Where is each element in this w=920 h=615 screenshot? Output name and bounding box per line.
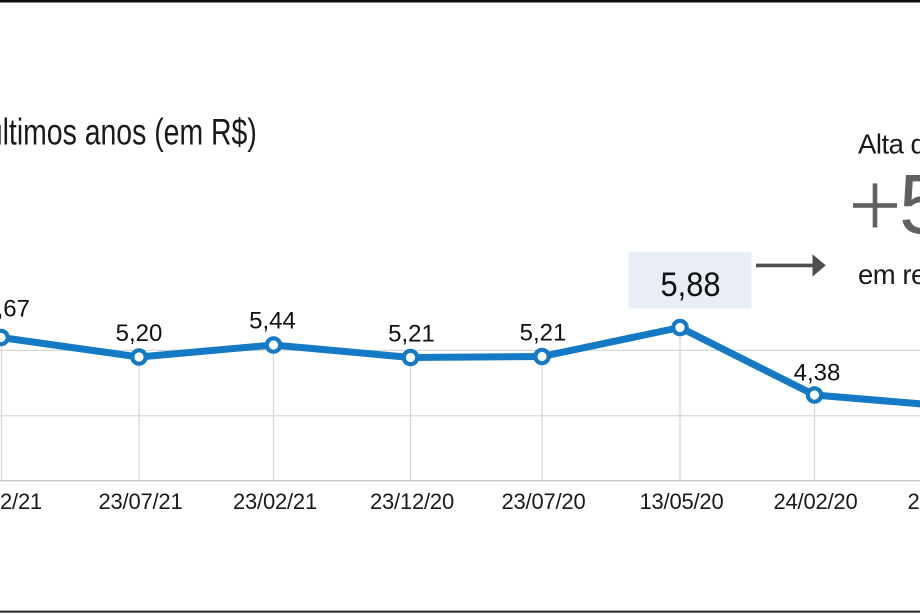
svg-text:5,20: 5,20 bbox=[116, 320, 163, 347]
svg-text:23/07/21: 23/07/21 bbox=[98, 489, 182, 514]
svg-text:24/02/20: 24/02/20 bbox=[773, 489, 857, 514]
svg-text:23/02/21: 23/02/21 bbox=[233, 489, 317, 514]
svg-text:13/05/20: 13/05/20 bbox=[639, 489, 723, 514]
svg-text:5,88: 5,88 bbox=[661, 266, 721, 304]
svg-text:5: 5 bbox=[899, 157, 920, 251]
svg-text:4,38: 4,38 bbox=[794, 359, 841, 386]
svg-text:5,44: 5,44 bbox=[249, 308, 296, 335]
svg-text:23/12/21: 23/12/21 bbox=[0, 489, 42, 514]
svg-text:Alta de 30%: Alta de 30% bbox=[858, 129, 920, 160]
svg-text:23/07/20: 23/07/20 bbox=[501, 489, 585, 514]
svg-text:5,21: 5,21 bbox=[388, 321, 435, 348]
svg-text:últimos anos (em R$): últimos anos (em R$) bbox=[0, 112, 257, 153]
svg-text:23/12/20: 23/12/20 bbox=[370, 489, 454, 514]
svg-text:5,67: 5,67 bbox=[0, 296, 30, 323]
svg-text:em relação: em relação bbox=[858, 259, 920, 290]
svg-text:24/01/20: 24/01/20 bbox=[907, 489, 920, 514]
svg-text:5,21: 5,21 bbox=[520, 320, 567, 347]
